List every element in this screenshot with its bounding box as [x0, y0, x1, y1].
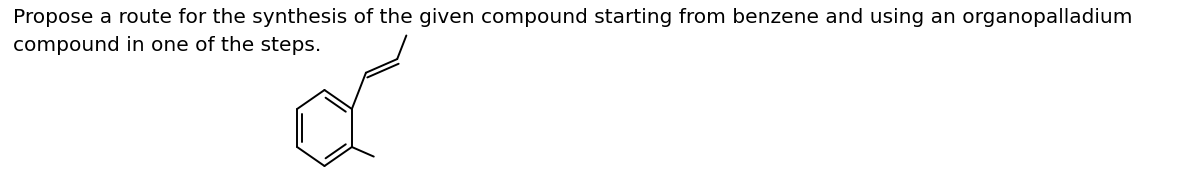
Text: Propose a route for the synthesis of the given compound starting from benzene an: Propose a route for the synthesis of the…: [13, 8, 1133, 27]
Text: compound in one of the steps.: compound in one of the steps.: [13, 36, 322, 55]
